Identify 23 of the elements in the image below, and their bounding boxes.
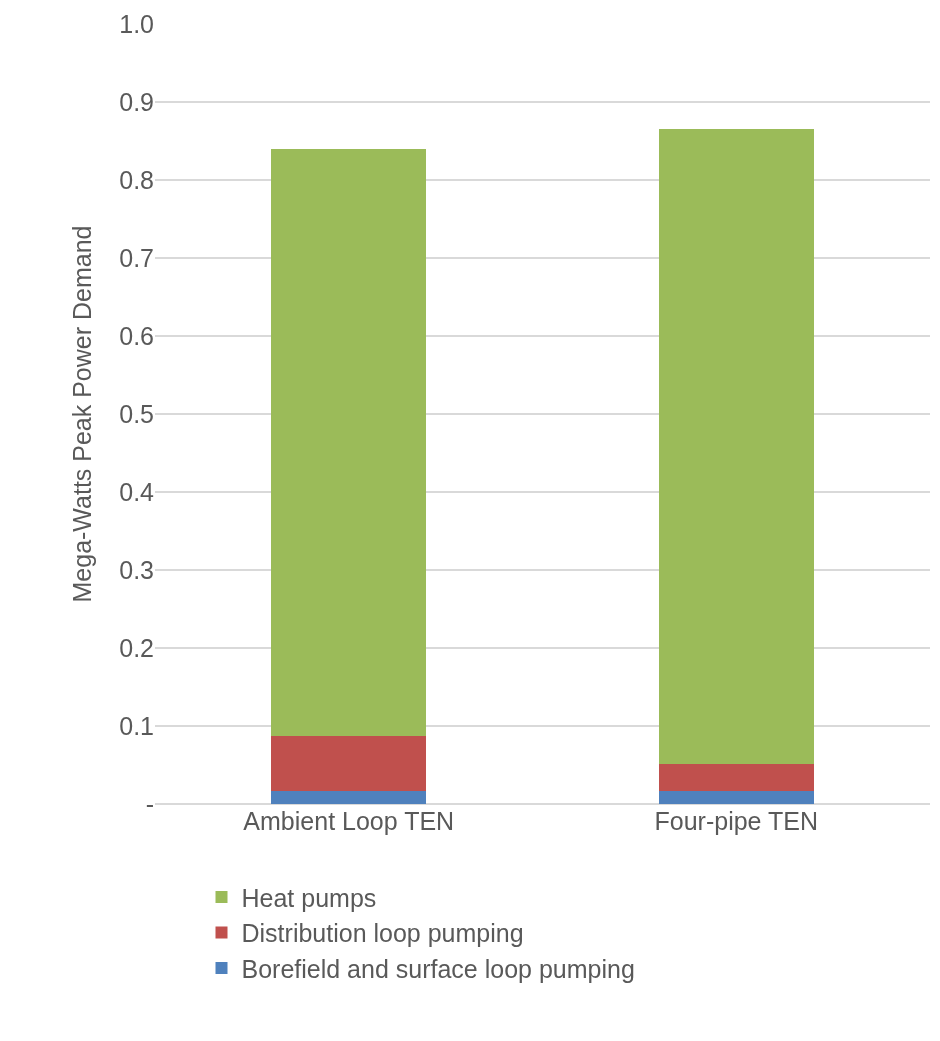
y-tick-label: - xyxy=(145,789,154,818)
y-tick-label: 0.4 xyxy=(119,477,155,506)
y-tick-label: 0.1 xyxy=(119,711,154,740)
bar xyxy=(271,736,427,791)
y-tick-label: 0.7 xyxy=(119,243,154,272)
y-tick-label: 0.3 xyxy=(119,555,154,584)
legend-label: Heat pumps xyxy=(241,883,377,912)
y-tick-label: 0.5 xyxy=(119,399,154,428)
y-tick-label: 0.8 xyxy=(119,165,154,194)
y-tick-label: 0.9 xyxy=(119,87,154,116)
bar xyxy=(658,764,814,791)
y-tick-label: 0.6 xyxy=(119,321,154,350)
bar xyxy=(271,790,427,804)
bar xyxy=(658,128,814,765)
bar xyxy=(658,790,814,804)
x-tick-label: Four-pipe TEN xyxy=(654,807,818,835)
y-tick-label: 1.0 xyxy=(119,9,154,38)
y-tick-label: 0.2 xyxy=(119,633,154,662)
legend-label: Borefield and surface loop pumping xyxy=(241,954,635,983)
legend-label: Distribution loop pumping xyxy=(241,919,524,948)
y-axis-title: Mega-Watts Peak Power Demand xyxy=(67,225,96,603)
x-tick-label: Ambient Loop TEN xyxy=(243,807,455,835)
bar xyxy=(271,148,427,737)
